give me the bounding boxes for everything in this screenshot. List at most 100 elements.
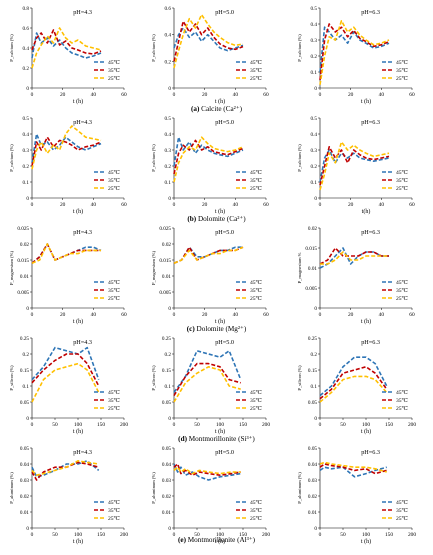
x-tick-label: 0 — [319, 92, 322, 98]
legend-label: 35℃ — [396, 397, 408, 404]
chart-title: pH=4.3 — [73, 449, 92, 456]
y-tick-label: 0.005 — [305, 286, 317, 292]
y-tick-label: 0.1 — [311, 70, 318, 76]
x-tick-label: 40 — [379, 312, 385, 318]
series-line-2 — [319, 146, 390, 186]
chart-title: pH=5.0 — [215, 339, 234, 346]
x-tick-label: 0 — [31, 532, 34, 538]
series-line-1 — [173, 136, 244, 167]
y-tick-label: 0.05 — [20, 400, 29, 406]
caption-letter: (e) — [178, 536, 188, 544]
y-tick-label: 0.4 — [311, 132, 318, 138]
chart-panel-9: 0 0.005 0.01 0.015 0.02 0 20 40 60 t (h) P_magnesi… — [297, 226, 415, 325]
x-tick-label: 40 — [233, 312, 239, 318]
x-tick-label: 50 — [340, 422, 346, 428]
x-axis-label: t (h) — [361, 538, 371, 545]
y-tick-label: 0 — [168, 86, 171, 92]
series-line-3 — [173, 246, 244, 264]
y-axis-label: P_aluminum (%) — [9, 472, 14, 504]
x-tick-label: 0 — [173, 92, 176, 98]
y-tick-label: 0.15 — [162, 368, 171, 374]
chart-panel-11: 0 0.05 0.1 0.15 0.2 0.25 0 50 100 150 200 t (h) P_si… — [151, 336, 270, 435]
x-tick-label: 40 — [379, 92, 385, 98]
series-line-2 — [31, 461, 99, 481]
x-axis-label: t (h) — [73, 98, 83, 105]
y-tick-label: 0.02 — [308, 494, 317, 500]
legend-label: 25℃ — [250, 515, 262, 522]
chart-panel-6: 0 0.1 0.2 0.3 0.4 0.5 0 20 40 60 t(h) P_calcium (%)… — [297, 116, 415, 215]
x-tick-label: 20 — [348, 312, 354, 318]
chart-panel-8: 0 0.005 0.01 0.015 0.02 0.025 0 20 40 60 t (h) P_ma… — [151, 226, 269, 325]
x-tick-label: 0 — [319, 532, 322, 538]
y-tick-label: 0.1 — [165, 384, 172, 390]
series-line-2 — [319, 365, 388, 400]
caption-text: Dolomite (Ca²⁺) — [198, 215, 246, 223]
legend-label: 25℃ — [250, 295, 262, 302]
caption-letter: (c) — [187, 325, 197, 333]
y-tick-label: 0.2 — [23, 164, 30, 170]
legend-label: 25℃ — [396, 185, 408, 192]
legend-label: 25℃ — [108, 515, 120, 522]
y-tick-label: 0.1 — [23, 180, 30, 186]
y-tick-label: 0.01 — [308, 510, 317, 516]
x-tick-label: 200 — [262, 532, 270, 538]
x-tick-label: 20 — [202, 312, 208, 318]
y-tick-label: 0.015 — [159, 258, 171, 264]
row-caption-5: (e) Montmorillonite (Al³⁺) — [178, 536, 256, 544]
y-tick-label: 0.01 — [162, 510, 171, 516]
x-tick-label: 200 — [262, 422, 270, 428]
x-tick-label: 40 — [91, 202, 97, 208]
series-line-3 — [319, 141, 390, 191]
x-axis-label: t (h) — [361, 318, 371, 325]
legend-label: 45℃ — [108, 499, 120, 506]
legend-label: 25℃ — [108, 295, 120, 302]
x-tick-label: 40 — [379, 202, 385, 208]
x-tick-label: 100 — [74, 422, 82, 428]
series-line-3 — [173, 136, 244, 183]
y-tick-label: 0.01 — [162, 274, 171, 280]
series-line-2 — [31, 136, 102, 167]
chart-panel-4: 0 0.1 0.2 0.3 0.4 0.5 0 20 40 60 t (h) P_calcium (%… — [9, 116, 127, 215]
x-tick-label: 150 — [385, 532, 393, 538]
x-tick-label: 40 — [91, 312, 97, 318]
chart-panel-14: 0 0.01 0.02 0.03 0.04 0.05 0 50 100 150 200 t (h) P_… — [151, 446, 270, 545]
x-axis-label: t (h) — [215, 208, 225, 215]
caption-letter: (d) — [178, 435, 189, 443]
legend-label: 35℃ — [108, 397, 120, 404]
legend-label: 45℃ — [108, 279, 120, 286]
y-tick-label: 0.2 — [311, 54, 318, 60]
chart-title: pH=6.3 — [361, 339, 380, 346]
chart-title: pH=6.3 — [361, 119, 380, 126]
series-line-3 — [320, 251, 389, 265]
y-tick-label: 0.3 — [165, 148, 172, 154]
legend-label: 25℃ — [396, 405, 408, 412]
x-axis-label: t (h) — [73, 318, 83, 325]
x-tick-label: 20 — [60, 202, 66, 208]
y-axis-label: P_calcium (%) — [297, 34, 302, 62]
legend-label: 25℃ — [396, 75, 408, 82]
y-tick-label: 0 — [314, 306, 317, 312]
series-line-1 — [319, 26, 390, 73]
x-tick-label: 100 — [362, 422, 370, 428]
y-tick-label: 0.8 — [23, 6, 30, 12]
x-axis-label: t (h) — [215, 318, 225, 325]
y-axis-label: P_magnesium (%) — [151, 251, 156, 286]
legend-label: 45℃ — [108, 59, 120, 66]
chart-title: pH=4.3 — [73, 229, 92, 236]
x-tick-label: 60 — [263, 312, 269, 318]
x-tick-label: 50 — [194, 422, 200, 428]
chart-panel-15: 0 0.01 0.02 0.03 0.04 0.05 0 50 100 150 200 t (h) P_… — [297, 446, 416, 545]
legend-label: 45℃ — [396, 389, 408, 396]
x-tick-label: 150 — [239, 532, 247, 538]
y-tick-label: 0 — [26, 196, 29, 202]
legend-label: 35℃ — [250, 177, 262, 184]
y-axis-label: P_aluminum (%) — [297, 472, 302, 504]
legend-label: 45℃ — [250, 169, 262, 176]
x-axis-label: t (h) — [361, 98, 371, 105]
y-axis-label: P_magnesium (%) — [9, 251, 14, 286]
series-line-1 — [319, 466, 387, 478]
x-tick-label: 0 — [319, 312, 322, 318]
y-tick-label: 0 — [26, 306, 29, 312]
legend-label: 35℃ — [250, 507, 262, 514]
x-tick-label: 150 — [239, 422, 247, 428]
